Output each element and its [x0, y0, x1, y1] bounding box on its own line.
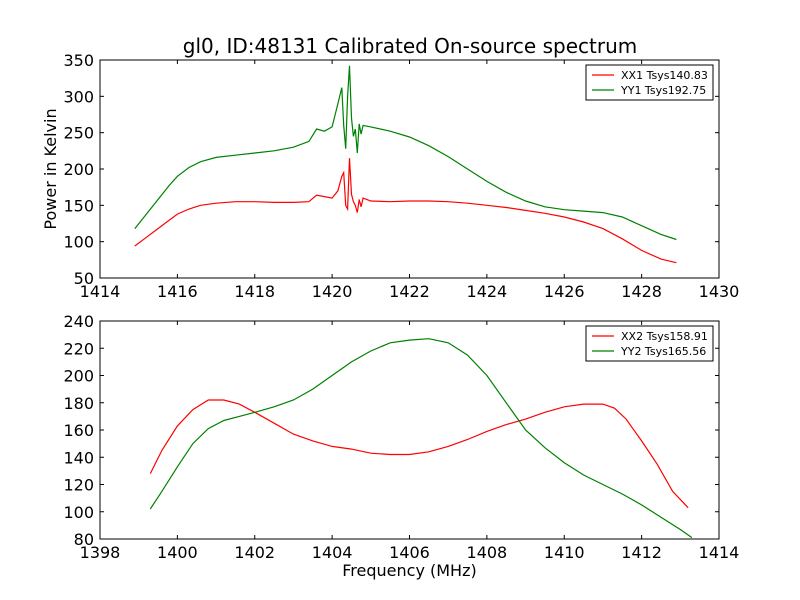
legend-label: YY2 Tsys165.56: [620, 345, 706, 358]
x-tick-label: 1400: [157, 543, 198, 562]
legend-box: [585, 64, 714, 101]
y-tick-label: 160: [63, 421, 94, 440]
x-tick-label: 1412: [621, 543, 662, 562]
x-tick-label: 1422: [389, 282, 430, 301]
y-tick-label: 100: [63, 233, 94, 252]
series-line-1: [134, 65, 677, 241]
legend-label: XX2 Tsys158.91: [621, 330, 708, 343]
x-tick-label: 1428: [621, 282, 662, 301]
x-tick-label: 1430: [699, 282, 740, 301]
y-tick-label: 250: [63, 124, 94, 143]
legend: XX1 Tsys140.83 YY1 Tsys192.75: [585, 64, 714, 101]
legend: XX2 Tsys158.91 YY2 Tsys165.56: [585, 325, 714, 362]
x-tick-label: 1420: [312, 282, 353, 301]
x-tick-label: 1398: [80, 543, 121, 562]
y-tick-label: 150: [63, 196, 94, 215]
x-tick-label: 1406: [389, 543, 430, 562]
y-tick-label: 350: [63, 51, 94, 70]
legend-label: XX1 Tsys140.83: [621, 69, 708, 82]
chart-title: gl0, ID:48131 Calibrated On-source spect…: [183, 34, 637, 58]
x-axis-label: Frequency (MHz): [342, 561, 476, 580]
legend-box: [585, 325, 714, 362]
top-panel: 1414 1416 1418 1420 1422 1424 1426 1428 1430 50 10…: [41, 51, 739, 301]
series-line-1: [149, 338, 693, 539]
series-line-0: [149, 399, 689, 509]
y-tick-label: 220: [63, 339, 94, 358]
y-tick-label: 50: [74, 269, 94, 288]
y-tick-label: 100: [63, 503, 94, 522]
x-tick-label: 1402: [234, 543, 275, 562]
legend-label: YY1 Tsys192.75: [620, 84, 706, 97]
y-tick-label: 300: [63, 87, 94, 106]
x-tick-label: 1410: [544, 543, 585, 562]
y-tick-label: 240: [63, 312, 94, 331]
series-line-0: [134, 158, 677, 264]
y-tick-label: 180: [63, 394, 94, 413]
x-tick-label: 1414: [699, 543, 740, 562]
x-tick-label: 1424: [467, 282, 508, 301]
bottom-panel: 1398 1400 1402 1404 1406 1408 1410 1412 1414 80 10…: [63, 312, 739, 580]
y-tick-label: 80: [74, 530, 94, 549]
x-tick-label: 1416: [157, 282, 198, 301]
y-tick-label: 200: [63, 367, 94, 386]
x-tick-label: 1418: [234, 282, 275, 301]
y-tick-label: 120: [63, 476, 94, 495]
x-tick-label: 1414: [80, 282, 121, 301]
y-axis-label: Power in Kelvin: [41, 108, 60, 229]
x-tick-label: 1426: [544, 282, 585, 301]
x-tick-label: 1408: [467, 543, 508, 562]
x-tick-label: 1404: [312, 543, 353, 562]
y-tick-label: 200: [63, 160, 94, 179]
y-tick-label: 140: [63, 448, 94, 467]
